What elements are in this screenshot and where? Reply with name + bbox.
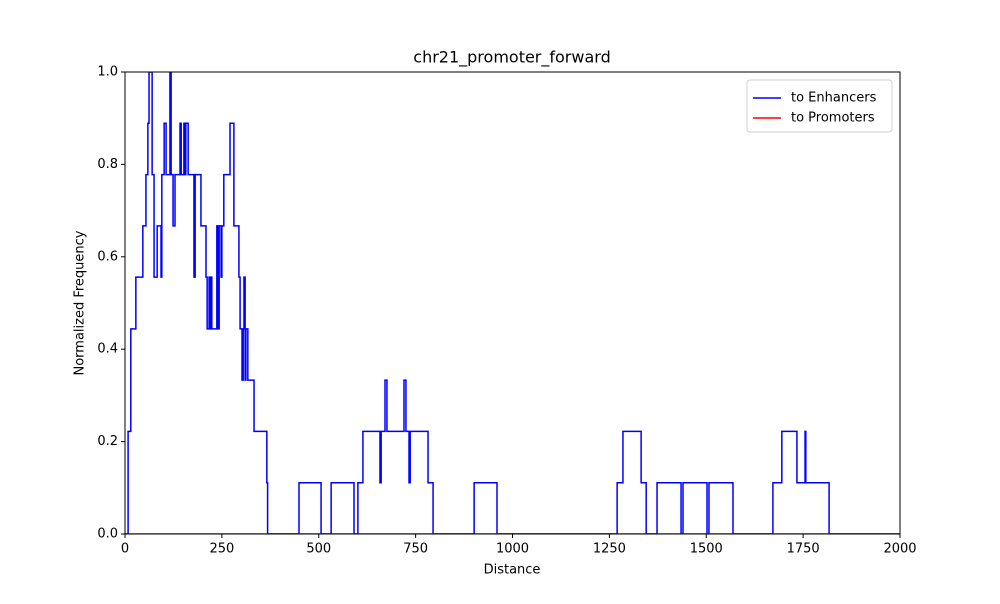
legend-box (746, 79, 893, 133)
x-axis-label: Distance (484, 563, 541, 578)
x-tick-label: 1500 (690, 542, 723, 557)
x-tick-label: 750 (403, 542, 428, 557)
legend-label: to Enhancers (791, 91, 877, 106)
x-tick-label: 250 (209, 542, 234, 557)
y-tick-label: 0.2 (97, 434, 118, 449)
y-tick-label: 0.6 (97, 249, 118, 264)
x-tick-label: 2000 (883, 542, 916, 557)
x-tick-label: 1000 (496, 542, 529, 557)
chart-title: chr21_promoter_forward (413, 48, 610, 68)
legend-label: to Promoters (791, 111, 875, 126)
y-axis-label: Normalized Frequency (73, 230, 88, 375)
x-tick-label: 500 (306, 542, 331, 557)
y-tick-label: 0.4 (97, 342, 118, 357)
series-line (125, 72, 900, 534)
x-tick-label: 0 (121, 542, 129, 557)
y-tick-label: 1.0 (97, 65, 118, 80)
x-tick-label: 1750 (787, 542, 820, 557)
y-tick-label: 0.0 (97, 527, 118, 542)
x-tick-label: 1250 (593, 542, 626, 557)
y-tick-label: 0.8 (97, 157, 118, 172)
